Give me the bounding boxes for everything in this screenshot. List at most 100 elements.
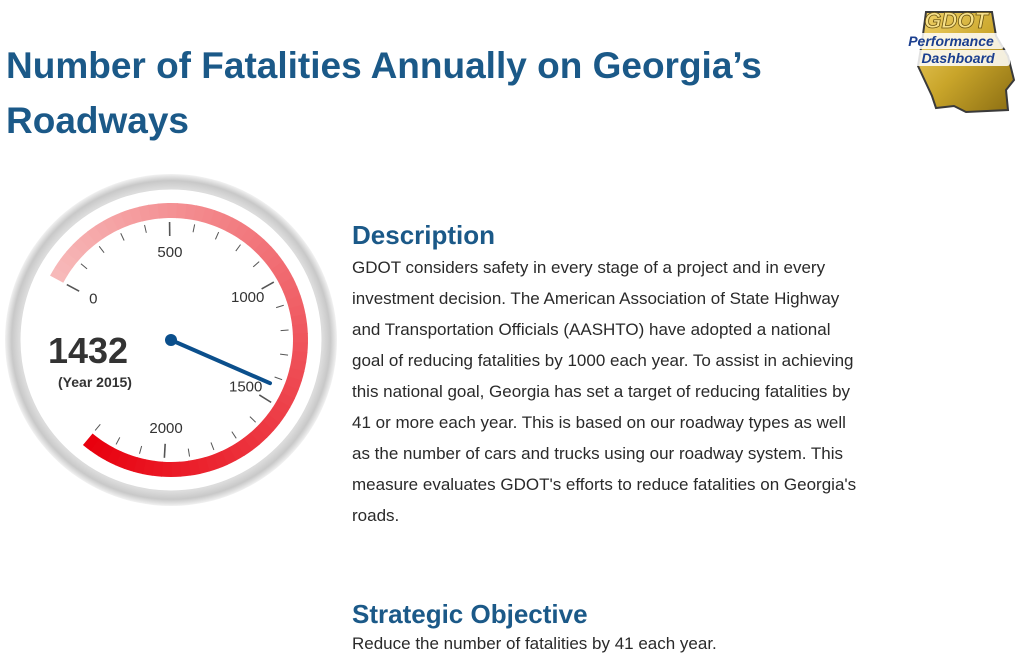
gauge-band-segment: [114, 451, 130, 469]
gauge-band-segment: [249, 426, 268, 445]
description-line: this national goal, Georgia has set a ta…: [352, 382, 851, 401]
gauge-band-segment: [196, 457, 210, 474]
gauge-tick-label: 0: [89, 291, 97, 308]
description-line: roads.: [352, 506, 400, 525]
strategic-objective-heading: Strategic Objective: [352, 599, 588, 629]
gauge-color-band: [50, 203, 308, 477]
gauge-caption: (Year 2015): [58, 374, 132, 390]
gauge-band-segment: [292, 332, 308, 344]
gauge-band-segment: [129, 206, 143, 224]
gauge-ticks: [66, 221, 289, 458]
gauge-tick-label: 1000: [231, 289, 264, 306]
gauge-minor-tick: [115, 437, 121, 445]
gauge-band-segment: [233, 222, 250, 241]
gauge-needle: [169, 338, 272, 386]
gauge-band-segment: [54, 258, 73, 276]
gauge-band-segment: [243, 432, 261, 451]
gauge-minor-tick: [98, 246, 105, 254]
description-section: Description GDOT considers safety in eve…: [352, 218, 952, 531]
gauge-band-segment: [50, 266, 68, 283]
gauge-band-segment: [66, 244, 84, 262]
gauge-band-segment: [265, 253, 284, 271]
gauge-band-segment: [267, 407, 286, 424]
gauge-band-segment: [102, 216, 119, 235]
description-line: GDOT considers safety in every stage of …: [352, 258, 826, 277]
gdot-dashboard-logo[interactable]: GDOT Performance Dashboard: [896, 6, 1020, 118]
strategic-objective-text: Reduce the number of fatalities by 41 ea…: [352, 634, 717, 653]
gauge-band-segment: [292, 323, 308, 335]
gauge-band-segment: [262, 414, 280, 432]
gauge-band-segment: [151, 460, 164, 477]
gauge-minor-tick: [94, 423, 101, 431]
gauge-tick-label: 500: [157, 244, 182, 261]
gauge-band-segment: [170, 461, 182, 477]
gauge-major-tick: [261, 281, 275, 290]
gauge-band-segment: [188, 459, 201, 476]
page-title: Number of Fatalities Annually on Georgia…: [6, 45, 762, 141]
gauge-band-segment: [161, 461, 172, 477]
gauge-needle-pivot: [165, 334, 177, 346]
gauge-band-segment: [123, 454, 138, 472]
gauge-minor-tick: [280, 353, 289, 356]
gauge-value: 1432: [47, 330, 129, 371]
gauge-minor-tick: [275, 304, 284, 309]
gauge-minor-tick: [187, 448, 191, 457]
gauge-minor-tick: [120, 233, 125, 241]
description-line: as the number of cars and trucks using o…: [352, 444, 844, 463]
gauge-band-segment: [270, 261, 289, 278]
gauge-band-segment: [277, 392, 295, 408]
description-line: 41 or more each year. This is based on o…: [352, 413, 846, 432]
logo-text-top: GDOT: [924, 8, 989, 33]
gauge-band-segment: [79, 231, 97, 250]
gauge-band-segment: [259, 246, 278, 264]
gauge-minor-tick: [210, 442, 215, 451]
gauge-band-segment: [288, 304, 306, 318]
gauge-band-segment: [240, 227, 258, 246]
gauge-band-segment: [72, 237, 91, 256]
gauge-major-tick: [163, 443, 166, 458]
description-line: and Transportation Officials (AASHTO) ha…: [352, 320, 831, 339]
gauge-band-segment: [217, 213, 234, 232]
description-line: measure evaluates GDOT's efforts to redu…: [352, 475, 857, 494]
gauge-band-segment: [291, 350, 308, 363]
description-line: goal of reducing fatalities by 1000 each…: [352, 351, 854, 370]
gauge-minor-tick: [231, 431, 237, 439]
gauge-tick-label: 2000: [149, 420, 182, 437]
gauge-band-segment: [89, 438, 107, 457]
gauge-band-segment: [94, 220, 112, 239]
gauge-band-segment: [157, 203, 169, 219]
gauge-band-segment: [176, 203, 188, 219]
gauge-minor-tick: [80, 263, 88, 270]
gauge-minor-tick: [139, 445, 143, 454]
gauge-band-segment: [142, 459, 155, 476]
gauge-band-segment: [253, 239, 272, 257]
gauge-major-tick: [66, 283, 80, 292]
gauge-band-segment: [184, 203, 197, 221]
gauge-band-segment: [228, 442, 245, 461]
gauge-band-segment: [275, 269, 294, 286]
description-heading: Description: [352, 220, 496, 250]
description-line: investment decision. The American Associ…: [352, 289, 840, 308]
gauge-minor-tick: [252, 261, 260, 268]
gauge-band-segment: [225, 217, 242, 236]
gauge-minor-tick: [235, 244, 241, 252]
description-text: GDOT considers safety in every stage of …: [352, 252, 952, 531]
logo-text-mid: Performance: [908, 33, 994, 49]
gauge-band-segment: [281, 384, 299, 400]
gauge-band-segment: [220, 447, 237, 466]
gauge-minor-tick: [192, 224, 196, 233]
gauge-band-segment: [235, 438, 253, 456]
strategic-objective-section: Strategic Objective Reduce the number of…: [352, 597, 952, 657]
gauge-band-segment: [290, 313, 308, 326]
gauge-band-segment: [292, 342, 308, 353]
gauge-band-segment: [256, 420, 274, 439]
gauge-band-segment: [247, 233, 265, 251]
gauge-band-segment: [209, 210, 225, 228]
gauge-band-segment: [284, 376, 302, 391]
gauge-minor-tick: [280, 329, 289, 332]
gauge-band-segment: [82, 433, 100, 451]
gauge-band-segment: [97, 443, 114, 462]
gauge-band-segment: [272, 399, 291, 416]
logo-text-bottom: Dashboard: [921, 50, 995, 66]
gauge-band-segment: [106, 447, 122, 466]
